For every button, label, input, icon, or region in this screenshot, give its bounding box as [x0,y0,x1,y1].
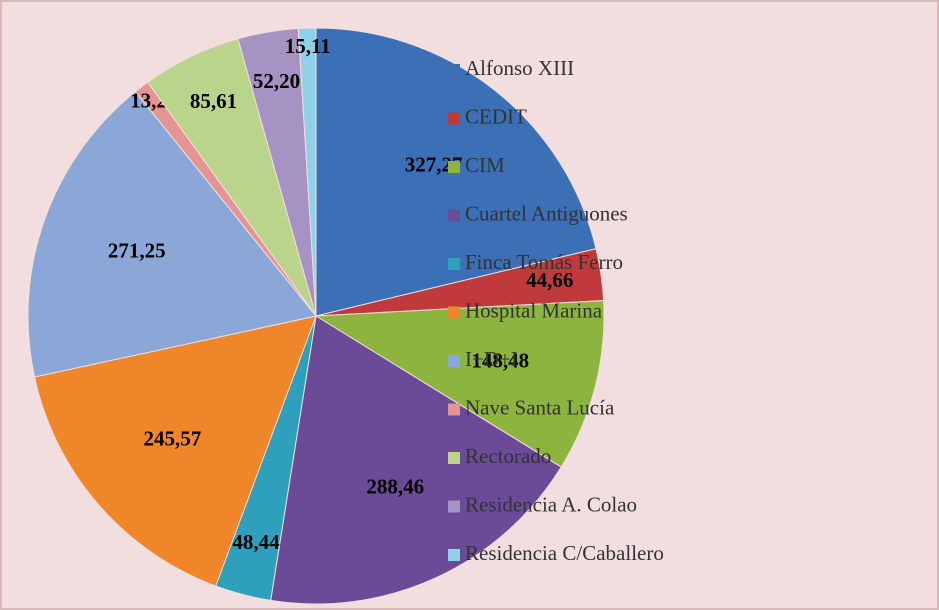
legend-swatch [448,355,460,367]
data-label: 15,11 [285,34,331,58]
legend-label: Alfonso XIII [465,56,574,80]
legend-label: Residencia A. Colao [465,492,637,516]
legend-swatch [448,403,460,416]
legend-label: I+D+I [465,347,518,371]
legend-swatch [448,161,460,173]
pie-slice [270,315,562,605]
data-label: 52,20 [253,69,300,93]
pie-slice [314,300,605,468]
legend-swatch [448,549,460,561]
legend-label: Rectorado [465,444,551,468]
legend-label: Residencia C/Caballero [465,541,664,565]
legend-swatch [448,452,460,464]
data-label: 148,48 [471,349,529,373]
legend-swatch [448,306,460,319]
legend-label: Finca Tomás Ferro [465,250,623,274]
legend-swatch [448,258,460,270]
legend-label: CIM [465,153,505,177]
data-label: 85,61 [190,89,237,113]
legend-swatch [448,64,460,76]
legend-swatch [448,500,460,513]
data-label: 288,46 [366,475,424,499]
legend-label: CEDIT [465,104,527,128]
data-label: 245,57 [144,426,202,450]
legend-swatch [448,112,460,125]
data-label: 48,44 [232,530,280,554]
legend-label: Hospital Marina [465,298,603,322]
pie-slice [297,27,317,317]
legend-label: Nave Santa Lucía [465,395,615,419]
data-label: 271,25 [108,238,166,262]
pie-slice [33,315,317,587]
legend-label: Cuartel Antiguones [465,201,628,225]
data-label: 44,66 [526,268,573,292]
legend-swatch [448,209,460,222]
pie-slice [27,90,317,378]
